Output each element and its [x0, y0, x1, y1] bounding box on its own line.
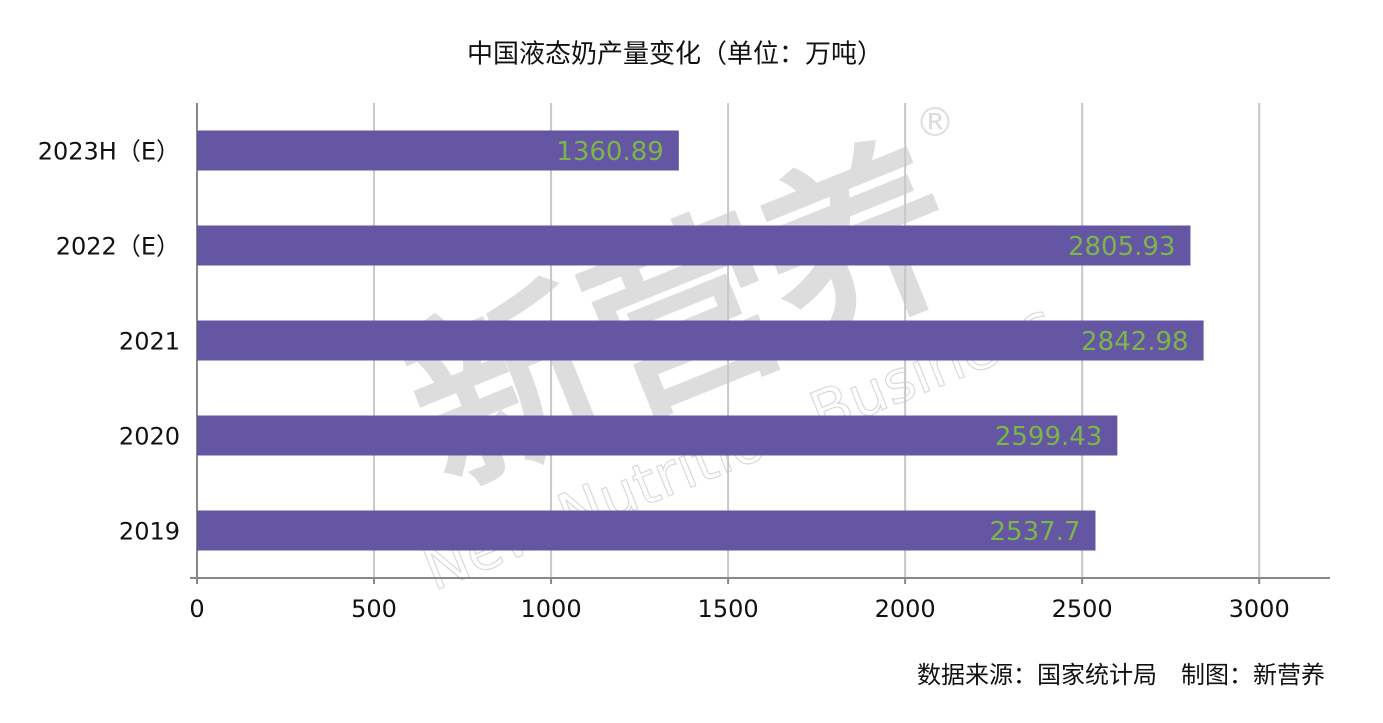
- bar: [197, 130, 679, 171]
- bar: [197, 415, 1118, 456]
- data-label: 2805.93: [1068, 232, 1176, 262]
- chart-title: 中国液态奶产量变化（单位：万吨）: [467, 40, 883, 70]
- x-tick-label: 500: [351, 595, 397, 623]
- x-tick-label: 2000: [875, 595, 936, 623]
- x-tick-label: 2500: [1052, 595, 1113, 623]
- data-label: 2842.98: [1081, 327, 1189, 357]
- data-label: 1360.89: [556, 137, 664, 167]
- x-tick-label: 0: [189, 595, 204, 623]
- x-tick-label: 1000: [521, 595, 582, 623]
- y-tick-label: 2021: [119, 328, 180, 356]
- bar: [197, 320, 1204, 361]
- source-note: 数据来源：国家统计局 制图：新营养: [917, 661, 1325, 689]
- bar: [197, 225, 1191, 266]
- y-tick-label: 2023H（E）: [38, 138, 180, 166]
- bar: [197, 510, 1096, 551]
- x-tick-label: 1500: [698, 595, 759, 623]
- y-tick-label: 2022（E）: [56, 233, 180, 261]
- data-label: 2599.43: [995, 422, 1103, 452]
- watermark-mark: ®: [915, 100, 955, 146]
- y-tick-label: 2020: [119, 423, 180, 451]
- y-tick-label: 2019: [119, 518, 180, 546]
- data-label: 2537.7: [990, 517, 1081, 547]
- x-tick-label: 3000: [1229, 595, 1290, 623]
